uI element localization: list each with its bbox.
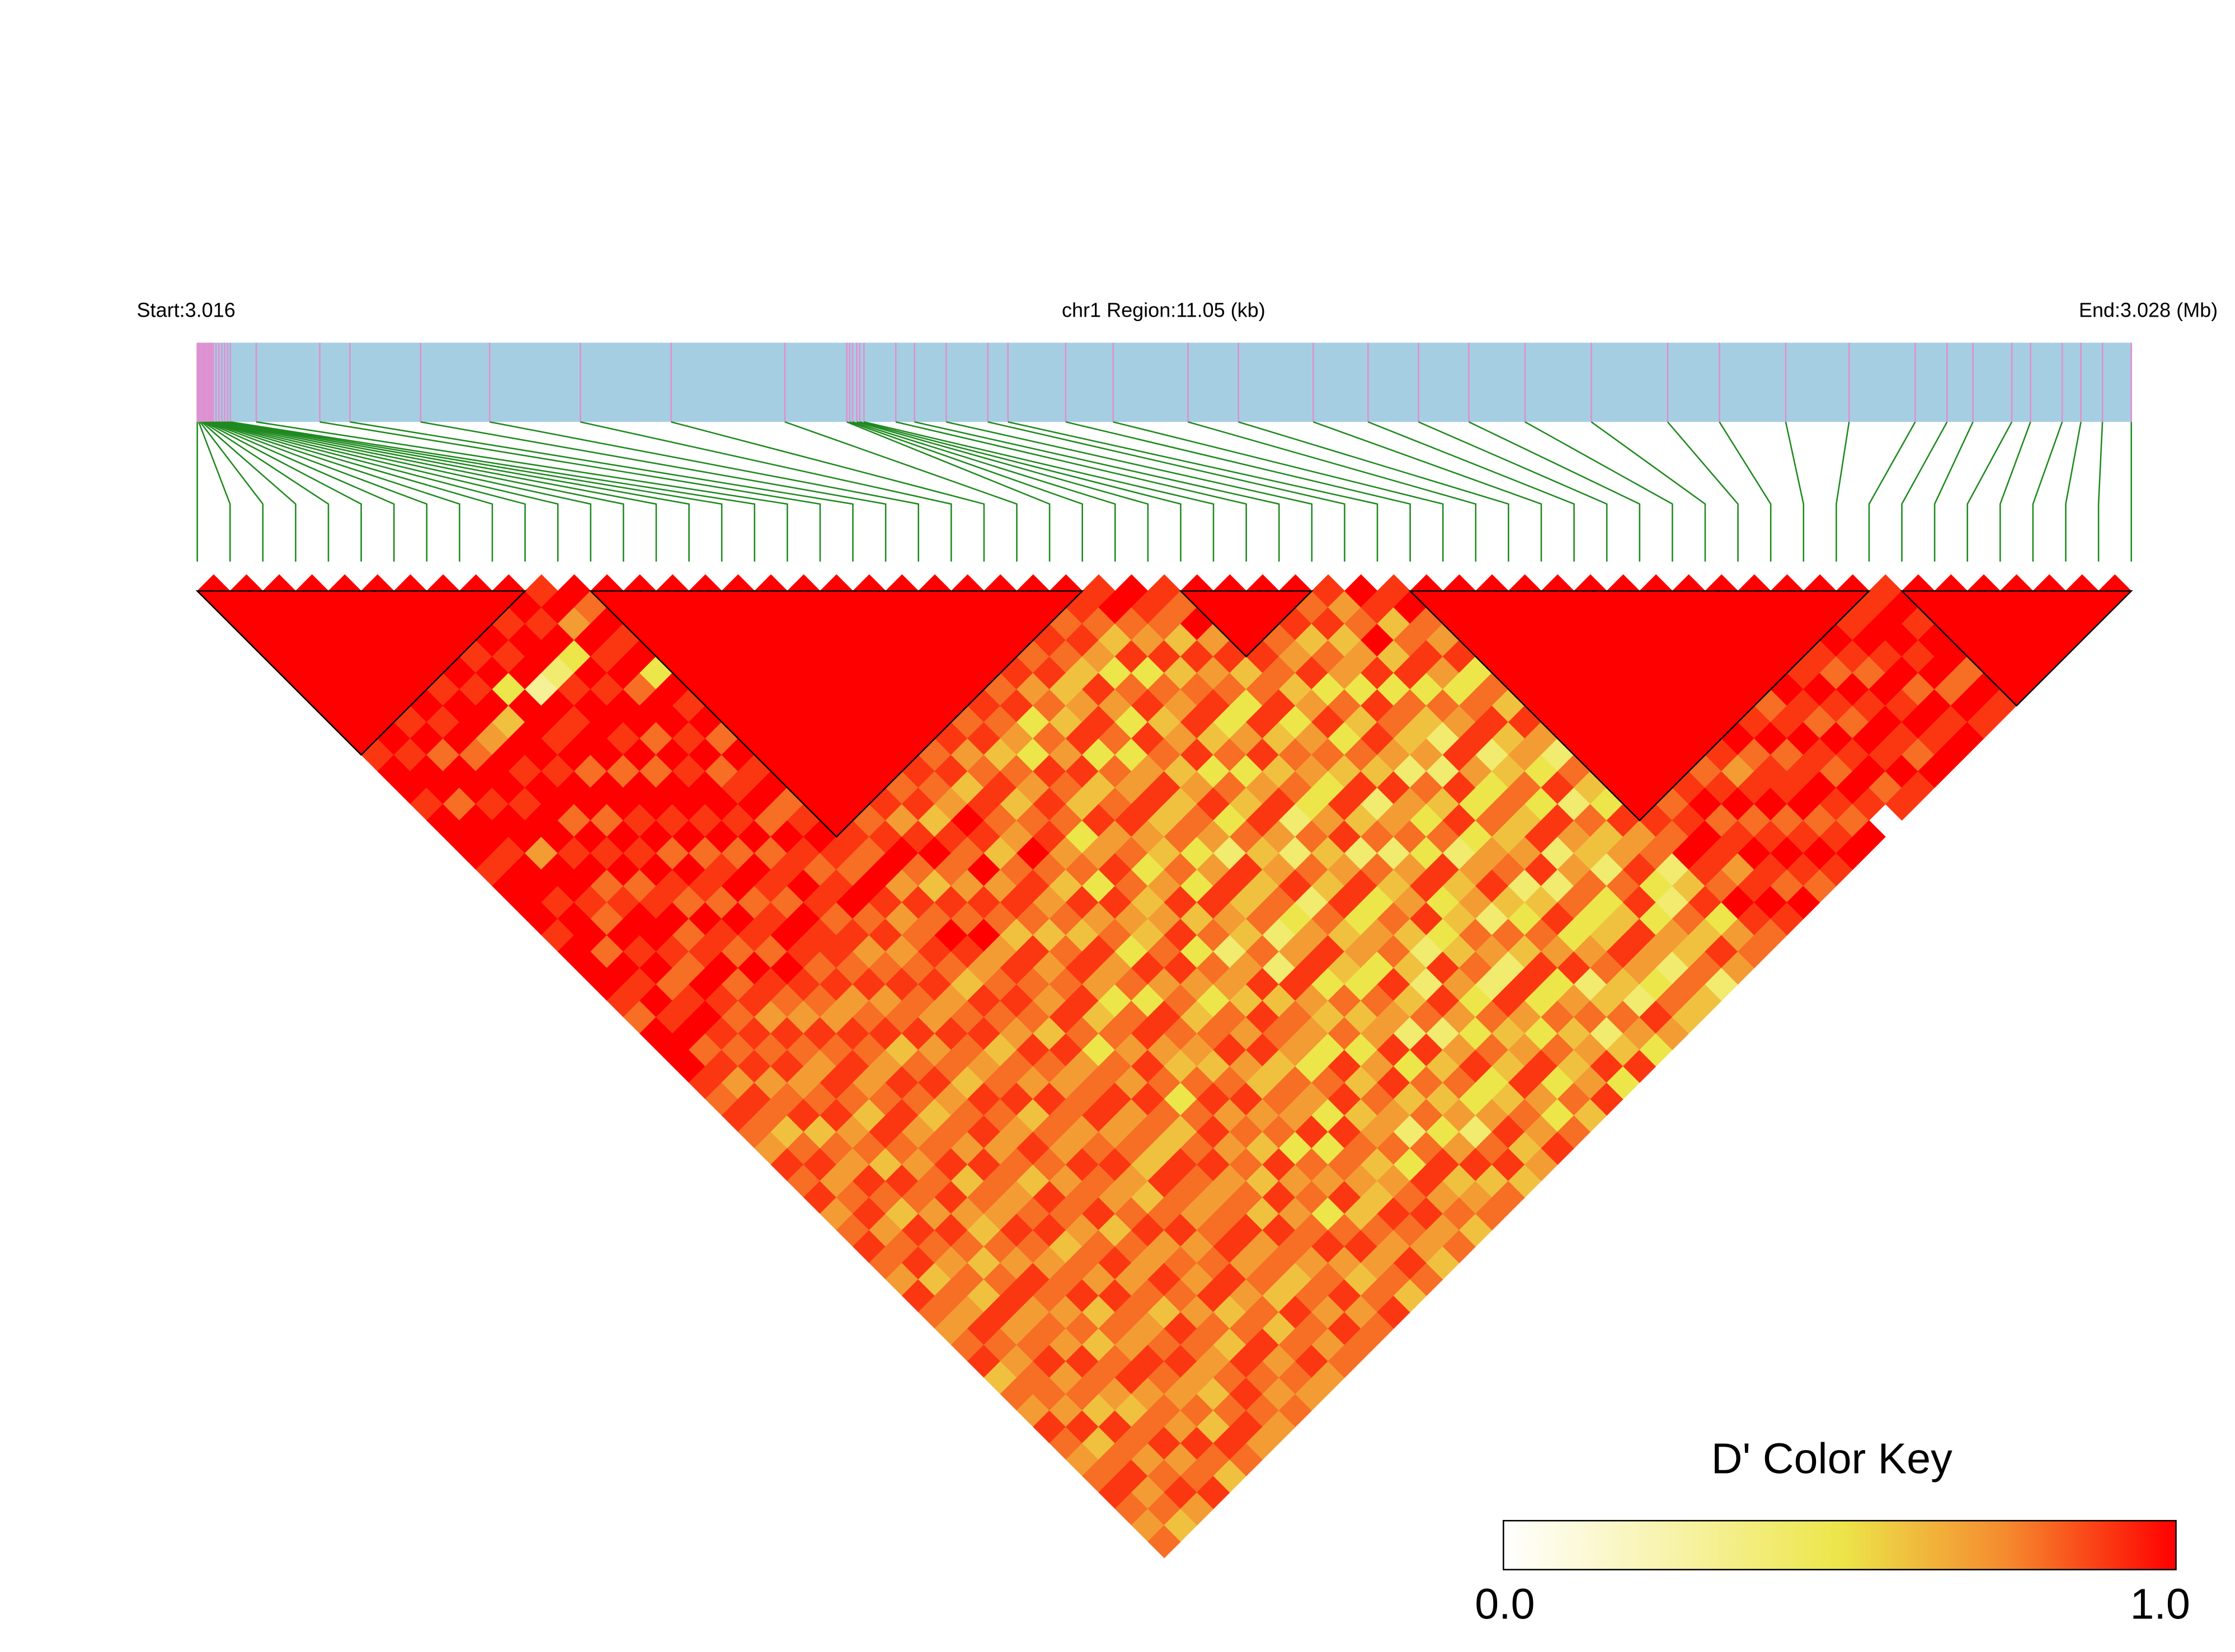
snp-link — [1836, 422, 1850, 562]
snp-link — [1008, 421, 1378, 562]
snp-link — [859, 421, 1182, 562]
snp-link — [1933, 421, 1974, 562]
snp-link — [215, 421, 592, 562]
color-key-title: D' Color Key — [1711, 1434, 1952, 1482]
snp-link — [222, 421, 657, 562]
snp-link — [201, 421, 297, 562]
ld-block — [1408, 590, 1871, 822]
snp-link — [211, 421, 526, 562]
snp-link — [846, 421, 1051, 562]
snp-link — [987, 421, 1345, 562]
ld-cell — [1852, 820, 1886, 854]
color-key — [1503, 1519, 2177, 1571]
snp-link — [203, 421, 330, 562]
snp-link — [2032, 421, 2063, 562]
region-label: chr1 Region:11.05 (kb) — [1062, 298, 1265, 321]
snp-link — [2097, 422, 2104, 562]
snp-link — [784, 421, 1018, 562]
snp-link — [1367, 421, 1575, 562]
end-label: End:3.028 (Mb) — [2079, 298, 2218, 321]
snp-link — [197, 421, 231, 562]
snp-link — [2065, 421, 2082, 562]
snp-link — [852, 421, 1116, 562]
key-tick-label: 1.0 — [2130, 1580, 2190, 1628]
snp-link — [256, 421, 788, 562]
key-tick-label: 0.0 — [1475, 1580, 1535, 1628]
snp-link — [1313, 421, 1542, 562]
snp-link — [1667, 421, 1739, 562]
genome-bar — [197, 342, 2132, 422]
snp-link — [230, 421, 756, 562]
ld-block — [1179, 590, 1314, 658]
ld-block — [1900, 590, 2133, 707]
snp-link — [946, 421, 1313, 562]
snp-link — [319, 421, 821, 562]
snp-link — [1591, 421, 1706, 562]
snp-link — [1785, 421, 1805, 562]
snp-link — [224, 421, 690, 562]
snp-link — [213, 421, 559, 562]
snp-link — [857, 421, 1149, 562]
snp-link — [350, 421, 854, 562]
ld-block — [195, 590, 527, 756]
snp-link — [1868, 421, 1916, 562]
snp-link — [1719, 421, 1772, 562]
snp-link — [420, 421, 887, 562]
snp-link — [1966, 421, 2013, 562]
snp-link — [1524, 421, 1673, 562]
snp-link — [849, 421, 1083, 562]
snp-link — [207, 421, 428, 562]
snp-link — [210, 421, 493, 562]
snp-link — [490, 421, 919, 562]
snp-link — [1999, 421, 2031, 562]
snp-link — [1901, 421, 1948, 562]
snp-link — [205, 421, 395, 562]
snp-link — [1188, 421, 1477, 562]
ld-cells — [197, 574, 2132, 1559]
snp-link — [204, 421, 362, 562]
ld-block — [589, 590, 1084, 838]
snp-link — [227, 421, 723, 562]
snp-link — [1238, 421, 1509, 562]
snp-link — [1113, 421, 1444, 562]
snp-link — [218, 421, 624, 562]
snp-link — [208, 421, 460, 562]
snp-link — [580, 421, 952, 562]
snp-link — [671, 421, 985, 562]
snp-link — [1468, 421, 1641, 562]
snp-link — [199, 421, 264, 562]
snp-link — [914, 421, 1280, 562]
start-label: Start:3.016 — [137, 298, 236, 321]
snp-link — [895, 421, 1247, 562]
snp-link — [864, 421, 1215, 562]
snp-link — [1418, 421, 1608, 562]
snp-link — [1065, 421, 1411, 562]
